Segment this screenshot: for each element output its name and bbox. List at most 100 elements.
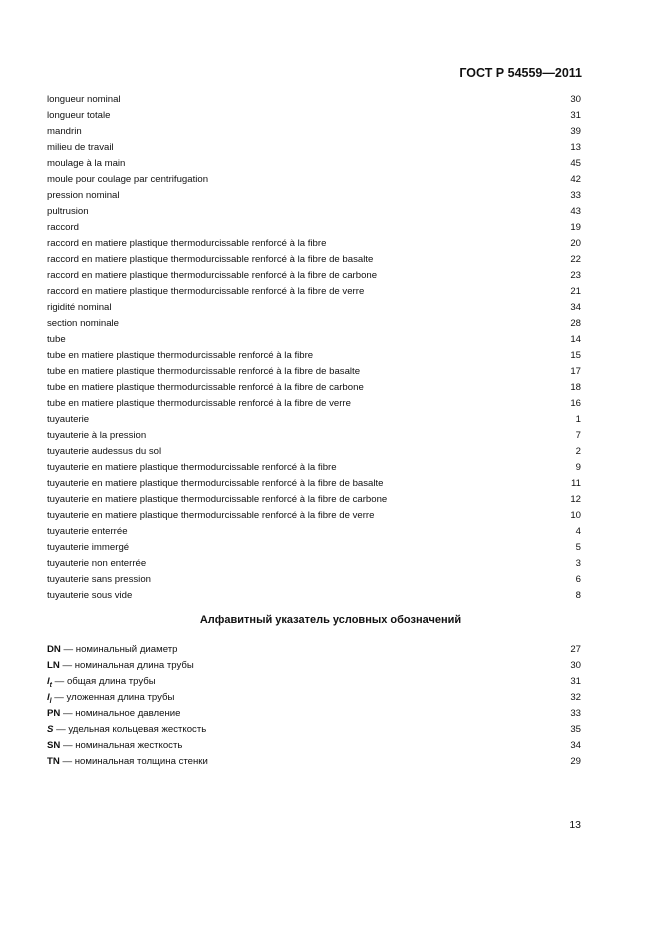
index-entry: moule pour coulage par centrifugation 42 (47, 172, 581, 188)
entry-term: tuyauterie non enterrée (47, 558, 147, 569)
index-entry: raccord en matiere plastique thermodurci… (47, 252, 581, 268)
entry-page: 29 (570, 756, 581, 767)
symbol-main: TN (47, 756, 60, 767)
entry-term: raccord en matiere plastique thermodurci… (47, 238, 327, 249)
entry-term: tube en matiere plastique thermodurcissa… (47, 350, 314, 361)
symbol: LN (47, 660, 60, 671)
symbol-entry: LN — номинальная длина трубы 30 (47, 658, 581, 674)
entry-term: pultrusion (47, 206, 89, 217)
symbol-main: S (47, 724, 54, 735)
entry-term: tube en matiere plastique thermodurcissa… (47, 398, 351, 409)
page-number: 13 (569, 819, 581, 831)
entry-term: tube en matiere plastique thermodurcissa… (47, 366, 361, 377)
entry-page: 9 (575, 462, 581, 473)
entry-page: 30 (570, 660, 581, 671)
entry-term: rigidité nominal (47, 302, 112, 313)
entry-page: 12 (570, 494, 581, 505)
entry-term: tuyauterie (47, 414, 90, 425)
symbol-subscript: l (49, 697, 52, 705)
symbol: SN (47, 740, 60, 751)
index-entry: tuyauterie immergé 5 (47, 540, 581, 556)
index-entry: tuyauterie audessus du sol 2 (47, 444, 581, 460)
symbol-description: — уложенная длина трубы (51, 692, 175, 703)
entry-term: tube (47, 334, 66, 345)
entry-term: raccord (47, 222, 79, 233)
symbol-entry: TN — номинальная толщина стенки 29 (47, 754, 581, 770)
symbol-main: l (47, 676, 50, 687)
entry-term: tuyauterie en matiere plastique thermodu… (47, 510, 375, 521)
entry-page: 11 (571, 478, 581, 489)
entry-term: tuyauterie enterrée (47, 526, 128, 537)
index-entry: raccord en matiere plastique thermodurci… (47, 236, 581, 252)
symbol-description: — номинальная длина трубы (59, 660, 194, 671)
symbol: PN (47, 708, 60, 719)
entry-page: 19 (570, 222, 581, 233)
entry-page: 8 (575, 590, 581, 601)
entry-page: 27 (570, 644, 581, 655)
entry-page: 2 (575, 446, 581, 457)
symbol-entry: ll — уложенная длина трубы 32 (47, 690, 581, 706)
entry-page: 14 (570, 334, 581, 345)
symbol: DN (47, 644, 61, 655)
symbol: lt (47, 676, 53, 689)
symbol-entry: SN — номинальная жесткость 34 (47, 738, 581, 754)
entry-term: pression nominal (47, 190, 120, 201)
symbol-main: SN (47, 740, 61, 751)
symbol-description: — удельная кольцевая жесткость (53, 724, 207, 735)
index-entry: tuyauterie en matiere plastique thermodu… (47, 460, 581, 476)
entry-page: 33 (570, 190, 581, 201)
entry-term: milieu de travail (47, 142, 114, 153)
entry-term: section nominale (47, 318, 119, 329)
symbol-entry: DN — номинальный диаметр 27 (47, 642, 581, 658)
entry-term: tuyauterie immergé (47, 542, 130, 553)
symbol-main: LN (47, 660, 60, 671)
symbol-description: — общая длина трубы (52, 676, 156, 687)
entry-page: 34 (570, 302, 581, 313)
symbol-description: — номинальное давление (60, 708, 181, 719)
symbol-description: — номинальная толщина стенки (59, 756, 208, 767)
index-entry: tuyauterie en matiere plastique thermodu… (47, 492, 581, 508)
index-entry: tube en matiere plastique thermodurcissa… (47, 380, 581, 396)
entry-page: 28 (570, 318, 581, 329)
symbol-main: l (47, 692, 50, 703)
index-entry: tuyauterie 1 (47, 412, 581, 428)
symbol-entry: lt — общая длина трубы 31 (47, 674, 581, 690)
entry-page: 34 (570, 740, 581, 751)
entry-page: 15 (570, 350, 581, 361)
term-index: longueur nominal 30 longueur totale 31 mandr… (47, 92, 581, 604)
index-entry: tuyauterie sous vide 8 (47, 588, 581, 604)
symbol-description: — номинальный диаметр (60, 644, 178, 655)
symbol-index: DN — номинальный диаметр 27 LN — номинальн… (47, 642, 581, 770)
entry-term: tuyauterie en matiere plastique thermodu… (47, 478, 384, 489)
entry-term: tuyauterie en matiere plastique thermodu… (47, 462, 337, 473)
entry-page: 20 (570, 238, 581, 249)
entry-page: 23 (570, 270, 581, 281)
index-entry: tuyauterie non enterrée 3 (47, 556, 581, 572)
entry-page: 6 (575, 574, 581, 585)
entry-page: 33 (570, 708, 581, 719)
index-entry: raccord en matiere plastique thermodurci… (47, 268, 581, 284)
entry-page: 18 (570, 382, 581, 393)
symbol-main: PN (47, 708, 61, 719)
index-entry: mandrin 39 (47, 124, 581, 140)
entry-term: longueur totale (47, 110, 111, 121)
entry-page: 5 (575, 542, 581, 553)
index-entry: longueur nominal 30 (47, 92, 581, 108)
entry-page: 1 (575, 414, 581, 425)
entry-page: 3 (575, 558, 581, 569)
entry-term: raccord en matiere plastique thermodurci… (47, 254, 374, 265)
entry-page: 31 (570, 110, 581, 121)
entry-term: tuyauterie audessus du sol (47, 446, 162, 457)
entry-page: 7 (575, 430, 581, 441)
entry-page: 42 (570, 174, 581, 185)
entry-term: tuyauterie sans pression (47, 574, 151, 585)
symbol-subscript: t (49, 681, 53, 689)
entry-page: 13 (570, 142, 581, 153)
symbol: S (47, 724, 53, 735)
entry-page: 17 (570, 366, 581, 377)
symbol: ll (47, 692, 52, 705)
entry-term: mandrin (47, 126, 82, 137)
index-entry: milieu de travail 13 (47, 140, 581, 156)
entry-page: 22 (570, 254, 581, 265)
entry-page: 16 (570, 398, 581, 409)
